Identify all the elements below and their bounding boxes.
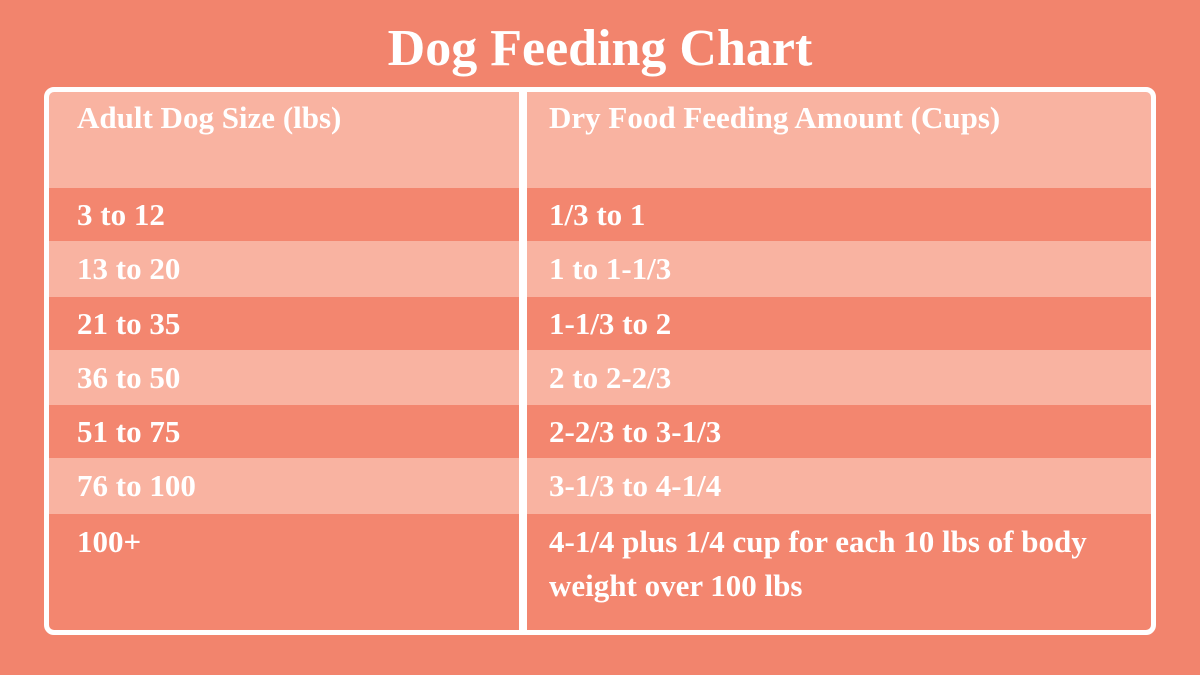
row-cell: 3-1/3 to 4-1/4 [527, 458, 1151, 514]
row-cell: 51 to 75 [49, 405, 519, 458]
row-cell: 76 to 100 [49, 458, 519, 514]
row-text: 100+ [77, 524, 142, 559]
header-cell: Adult Dog Size (lbs) [49, 92, 519, 188]
row-text: 76 to 100 [77, 468, 196, 503]
row-cell: 1-1/3 to 2 [527, 297, 1151, 350]
row-cell: 1/3 to 1 [527, 188, 1151, 241]
row-cell: 100+ [49, 514, 519, 630]
row-cell: 21 to 35 [49, 297, 519, 350]
row-text: 36 to 50 [77, 359, 181, 395]
row-cell: 3 to 12 [49, 188, 519, 241]
row-text: 21 to 35 [77, 305, 181, 341]
row-cell: 4-1/4 plus 1/4 cup for each 10 lbs of bo… [527, 514, 1151, 630]
header-text: Adult Dog Size (lbs) [77, 100, 342, 135]
row-cell: 13 to 20 [49, 241, 519, 297]
feeding-table: Adult Dog Size (lbs) Dry Food Feeding Amo… [44, 87, 1156, 635]
header-text: Dry Food Feeding Amount (Cups) [549, 100, 1001, 135]
header-cell: Dry Food Feeding Amount (Cups) [527, 92, 1151, 188]
row-cell: 36 to 50 [49, 350, 519, 405]
row-cell: 2 to 2-2/3 [527, 350, 1151, 405]
row-text: 13 to 20 [77, 251, 181, 286]
row-text: 3 to 12 [77, 196, 165, 232]
row-text: 1-1/3 to 2 [549, 305, 672, 341]
row-text: 4-1/4 plus 1/4 cup for each 10 lbs of bo… [549, 524, 1087, 603]
row-text: 1 to 1-1/3 [549, 251, 672, 286]
row-text: 1/3 to 1 [549, 196, 646, 232]
row-text: 2 to 2-2/3 [549, 359, 672, 395]
title: Dog Feeding Chart [387, 20, 813, 77]
row-text: 51 to 75 [77, 413, 181, 449]
row-text: 2-2/3 to 3-1/3 [549, 413, 722, 449]
row-cell: 1 to 1-1/3 [527, 241, 1151, 297]
row-cell: 2-2/3 to 3-1/3 [527, 405, 1151, 458]
row-text: 3-1/3 to 4-1/4 [549, 468, 722, 503]
